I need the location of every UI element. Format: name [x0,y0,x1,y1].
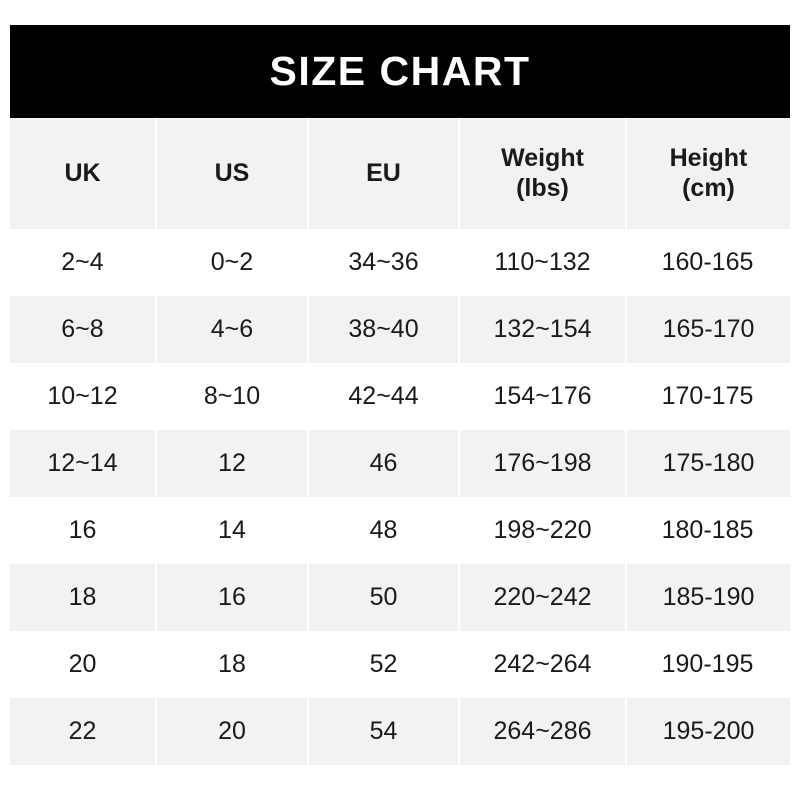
cell-us: 14 [157,497,309,564]
cell-uk: 12~14 [10,430,157,497]
page-title: SIZE CHART [269,48,531,94]
column-header-height-line1: Height [669,144,748,172]
cell-eu: 52 [309,631,460,698]
cell-us: 12 [157,430,309,497]
cell-weight: 154~176 [460,363,627,430]
column-header-us: US [157,118,309,229]
size-chart-table: UK US EU Weight (lbs) Height (cm) 2~4 0~2… [10,118,790,765]
cell-weight: 220~242 [460,564,627,631]
column-header-eu: EU [309,118,460,229]
column-header-height: Height (cm) [627,118,790,229]
cell-height: 160-165 [627,229,790,296]
column-header-uk-line1: UK [64,158,101,187]
cell-weight: 110~132 [460,229,627,296]
table-row: 2~4 0~2 34~36 110~132 160-165 [10,229,790,296]
table-row: 20 18 52 242~264 190-195 [10,631,790,698]
header-row: UK US EU Weight (lbs) Height (cm) [10,118,790,229]
column-header-us-line1: US [214,158,250,187]
cell-us: 8~10 [157,363,309,430]
table-row: 16 14 48 198~220 180-185 [10,497,790,564]
column-header-weight: Weight (lbs) [460,118,627,229]
cell-eu: 48 [309,497,460,564]
cell-us: 20 [157,698,309,765]
cell-weight: 242~264 [460,631,627,698]
cell-weight: 198~220 [460,497,627,564]
title-banner: SIZE CHART [10,25,790,118]
cell-eu: 42~44 [309,363,460,430]
cell-us: 16 [157,564,309,631]
cell-uk: 10~12 [10,363,157,430]
column-header-weight-line2: (lbs) [516,173,569,202]
column-header-weight-line1: Weight [501,144,584,172]
cell-weight: 264~286 [460,698,627,765]
cell-us: 18 [157,631,309,698]
cell-uk: 22 [10,698,157,765]
cell-eu: 38~40 [309,296,460,363]
table-row: 12~14 12 46 176~198 175-180 [10,430,790,497]
cell-eu: 34~36 [309,229,460,296]
cell-height: 170-175 [627,363,790,430]
cell-uk: 6~8 [10,296,157,363]
cell-height: 185-190 [627,564,790,631]
cell-height: 195-200 [627,698,790,765]
column-header-eu-line1: EU [366,158,401,187]
column-header-uk: UK [10,118,157,229]
column-header-height-line2: (cm) [682,173,735,202]
cell-uk: 18 [10,564,157,631]
cell-eu: 50 [309,564,460,631]
cell-us: 0~2 [157,229,309,296]
cell-us: 4~6 [157,296,309,363]
cell-uk: 20 [10,631,157,698]
table-row: 22 20 54 264~286 195-200 [10,698,790,765]
cell-uk: 2~4 [10,229,157,296]
table-row: 6~8 4~6 38~40 132~154 165-170 [10,296,790,363]
cell-height: 165-170 [627,296,790,363]
cell-height: 190-195 [627,631,790,698]
cell-uk: 16 [10,497,157,564]
cell-weight: 176~198 [460,430,627,497]
cell-height: 180-185 [627,497,790,564]
cell-eu: 54 [309,698,460,765]
table-row: 10~12 8~10 42~44 154~176 170-175 [10,363,790,430]
cell-weight: 132~154 [460,296,627,363]
cell-eu: 46 [309,430,460,497]
cell-height: 175-180 [627,430,790,497]
table-row: 18 16 50 220~242 185-190 [10,564,790,631]
table-body: 2~4 0~2 34~36 110~132 160-165 6~8 4~6 38~40 132~… [10,229,790,765]
table-header: UK US EU Weight (lbs) Height (cm) [10,118,790,229]
